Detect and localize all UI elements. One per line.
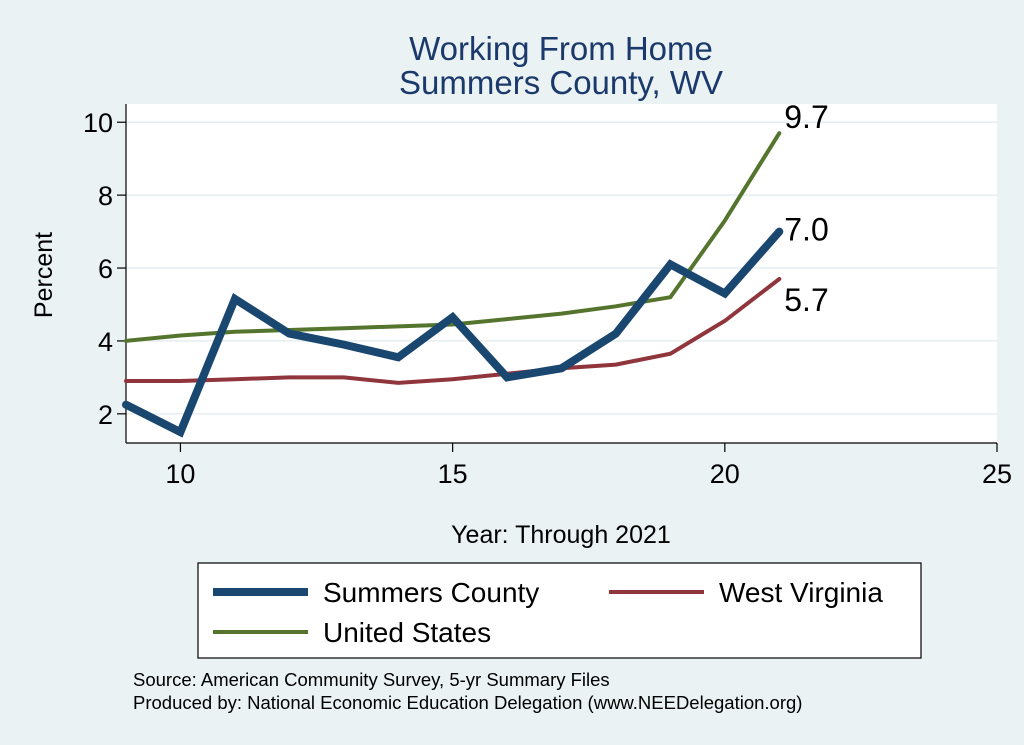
chart-title-line: Summers County, WV	[399, 64, 723, 101]
x-axis-label: Year: Through 2021	[451, 521, 671, 549]
end-label-summers: 7.0	[784, 212, 828, 248]
y-tick-label: 4	[98, 327, 113, 357]
source-note: Produced by: National Economic Education…	[133, 692, 802, 713]
legend-label-us: United States	[323, 617, 491, 648]
series-line-us	[124, 131, 782, 343]
plot-area	[126, 104, 997, 443]
legend-label-wv: West Virginia	[719, 577, 883, 608]
x-tick-label: 15	[438, 459, 468, 489]
y-tick-label: 6	[98, 254, 113, 284]
chart-title-line: Working From Home	[409, 30, 713, 67]
x-tick-label: 25	[982, 459, 1012, 489]
source-notes: Source: American Community Survey, 5-yr …	[133, 669, 802, 713]
y-tick-label: 2	[98, 400, 113, 430]
axes: 2 4 6 8 10 10 15 20 25	[83, 104, 1012, 489]
source-note: Source: American Community Survey, 5-yr …	[133, 669, 610, 690]
y-tick-label: 8	[98, 181, 113, 211]
y-tick-label: 10	[83, 108, 113, 138]
series-line-summers	[122, 227, 784, 438]
y-axis-label: Percent	[30, 232, 58, 318]
legend: Summers County West Virginia United States	[197, 562, 922, 659]
legend-box	[197, 562, 922, 659]
series-lines	[122, 131, 784, 438]
gridlines	[126, 121, 997, 415]
x-tick-label: 20	[710, 459, 740, 489]
end-labels: 7.0 5.7 9.7	[784, 99, 828, 318]
legend-label-summers: Summers County	[323, 577, 539, 608]
end-label-us: 9.7	[784, 99, 828, 135]
x-tick-label: 10	[165, 459, 195, 489]
series-line-wv	[124, 277, 782, 385]
end-label-wv: 5.7	[784, 282, 828, 318]
